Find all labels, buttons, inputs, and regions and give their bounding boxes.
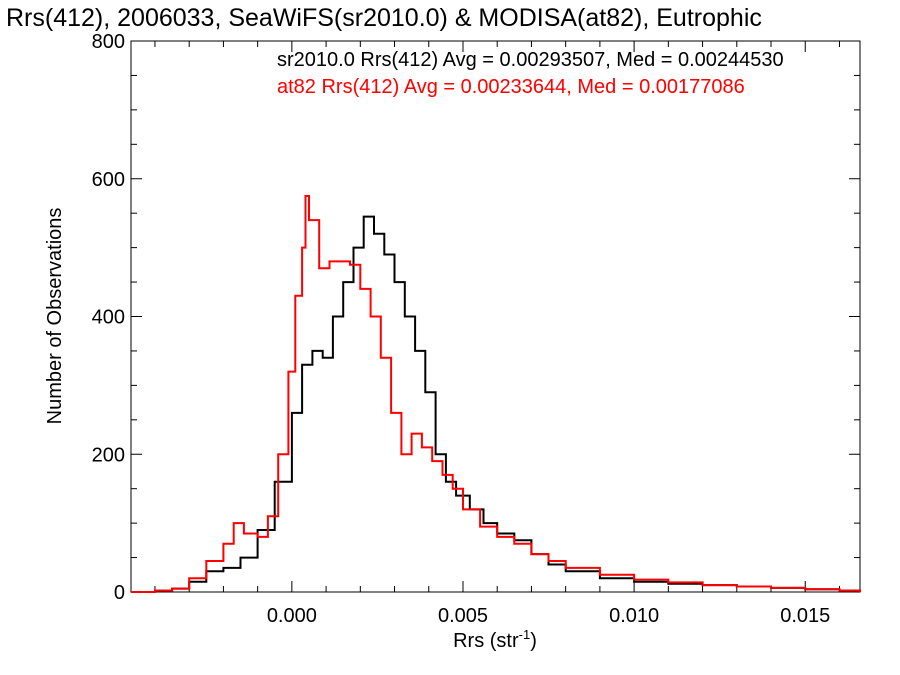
x-axis: 0.000 0.005 0.010 0.015 <box>154 41 840 627</box>
y-tick-label: 200 <box>92 444 125 466</box>
stats-layer: sr2010.0 Rrs(412) Avg = 0.00293507, Med … <box>277 49 784 98</box>
y-tick-label: 800 <box>92 31 125 53</box>
y-tick-label: 0 <box>114 582 125 604</box>
x-axis-title: Rrs (str-1) <box>453 627 537 652</box>
x-tick-label: 0.000 <box>267 605 317 627</box>
x-tick-label: 0.015 <box>780 605 830 627</box>
series-line-1 <box>131 195 861 593</box>
series-line-0 <box>131 215 861 593</box>
y-tick-label: 600 <box>92 169 125 191</box>
x-tick-label: 0.005 <box>438 605 488 627</box>
y-axis-title: Number of Observations <box>44 208 66 425</box>
plot-frame <box>130 40 861 593</box>
series-layer <box>131 195 861 593</box>
x-tick-label: 0.010 <box>609 605 659 627</box>
plot-border <box>130 40 861 593</box>
y-axis: 0 200 400 600 800 <box>92 31 860 604</box>
chart-title: Rrs(412), 2006033, SeaWiFS(sr2010.0) & M… <box>6 4 762 32</box>
stats-line-1: at82 Rrs(412) Avg = 0.00233644, Med = 0.… <box>277 76 745 98</box>
y-tick-label: 400 <box>92 307 125 329</box>
stats-line-0: sr2010.0 Rrs(412) Avg = 0.00293507, Med … <box>277 49 784 71</box>
